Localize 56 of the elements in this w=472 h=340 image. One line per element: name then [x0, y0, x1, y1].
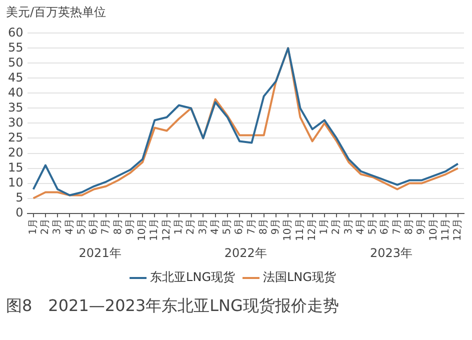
y-tick-label: 25 [8, 130, 24, 144]
y-tick-label: 35 [8, 100, 24, 114]
y-tick-label: 10 [8, 175, 24, 190]
x-tick-label: 11月 [294, 218, 306, 242]
x-tick-label: 7月 [392, 218, 403, 235]
x-tick-label: 5月 [222, 218, 234, 235]
x-tick-label: 7月 [246, 218, 258, 235]
y-tick-label: 30 [8, 115, 24, 130]
x-tick-label: 3月 [343, 218, 354, 235]
y-axis-title: 美元/百万英热单位 [5, 4, 108, 21]
x-tick-label: 4月 [64, 218, 76, 235]
x-tick-label: 6月 [88, 218, 100, 235]
text: 2021年 [78, 246, 122, 260]
y-tick-label: 15 [8, 160, 24, 174]
y-tick-label: 40 [8, 85, 24, 100]
x-tick-label: 12月 [161, 218, 172, 242]
y-tick-label: 50 [8, 55, 24, 70]
x-tick-label: 7月 [100, 218, 112, 235]
x-tick-label: 6月 [380, 218, 391, 235]
x-tick-label: 9月 [124, 218, 136, 235]
x-tick-label: 12月 [306, 218, 318, 242]
y-tick-label: 0 [16, 205, 24, 220]
x-tick-label: 10月 [282, 218, 294, 242]
x-tick-label: 1月 [28, 218, 39, 235]
x-tick-label: 4月 [355, 218, 366, 235]
x-tick-label: 3月 [198, 218, 209, 235]
legend-label: 法国LNG现货 [263, 270, 336, 284]
y-tick-label: 20 [8, 145, 24, 160]
x-tick-label: 6月 [234, 218, 246, 235]
x-tick-label: 8月 [404, 218, 415, 235]
x-tick-label: 9月 [270, 218, 282, 235]
x-tick-label: 2月 [186, 218, 197, 235]
x-tick-label: 4月 [210, 218, 221, 235]
x-tick-label: 2月 [331, 218, 342, 235]
y-tick-label: 55 [8, 40, 24, 54]
y-tick-label: 60 [8, 25, 24, 40]
x-tick-label: 5月 [76, 218, 88, 235]
x-tick-label: 8月 [258, 218, 270, 235]
x-tick-label: 9月 [416, 218, 428, 235]
legend-label: 东北亚LNG现货 [150, 270, 236, 284]
y-tick-label: 5 [16, 190, 24, 204]
text: 2023年 [370, 246, 412, 260]
text: 图8 2021—2023年东北亚LNG现货报价走势 [5, 295, 340, 317]
x-tick-label: 2月 [40, 218, 52, 235]
x-tick-label: 5月 [368, 218, 379, 235]
y-tick-label: 45 [8, 70, 24, 84]
x-tick-label: 8月 [112, 218, 124, 235]
x-tick-label: 1月 [319, 218, 330, 235]
text: 2022年 [224, 246, 267, 260]
x-tick-label: 1月 [174, 218, 185, 235]
x-tick-label: 10月 [428, 218, 440, 242]
x-tick-label: 3月 [52, 218, 64, 235]
x-tick-label: 11月 [149, 218, 160, 242]
x-tick-label: 11月 [440, 218, 452, 242]
x-tick-label: 12月 [452, 218, 464, 242]
x-tick-label: 10月 [137, 218, 148, 242]
